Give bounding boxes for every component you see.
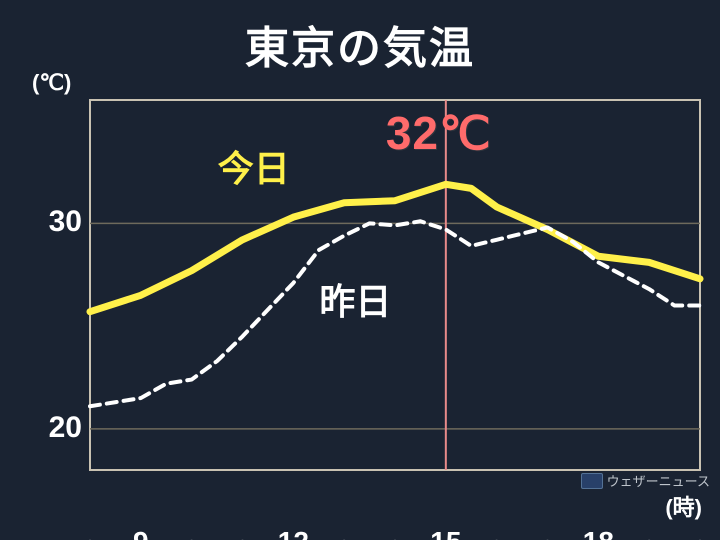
x-minor-tick: ・ bbox=[486, 526, 508, 540]
x-minor-tick: ・ bbox=[333, 526, 355, 540]
series-label-yesterday: 昨日 bbox=[319, 273, 391, 325]
chart-container: 東京の気温 (℃) 32℃ 今日 昨日 2030 ・9・・12・・15・・18・… bbox=[0, 0, 720, 540]
brand-watermark: ウェザーニュース bbox=[581, 471, 710, 490]
x-minor-tick: ・ bbox=[181, 526, 203, 540]
brand-text: ウェザーニュース bbox=[607, 471, 710, 490]
y-tick: 20 bbox=[32, 411, 82, 445]
x-minor-tick: ・ bbox=[79, 526, 101, 540]
x-tick: 9 bbox=[133, 526, 149, 540]
x-tick: 18 bbox=[583, 526, 614, 540]
chart-svg bbox=[0, 0, 720, 540]
x-minor-tick: ・ bbox=[384, 526, 406, 540]
x-axis-unit: (時) bbox=[665, 490, 702, 522]
x-tick: 12 bbox=[278, 526, 309, 540]
y-tick: 30 bbox=[32, 205, 82, 239]
brand-logo-icon bbox=[581, 473, 603, 489]
series-label-today: 今日 bbox=[218, 140, 290, 192]
x-tick: 15 bbox=[430, 526, 461, 540]
temperature-callout: 32℃ bbox=[386, 106, 492, 160]
x-minor-tick: ・ bbox=[689, 526, 711, 540]
x-minor-tick: ・ bbox=[638, 526, 660, 540]
x-minor-tick: ・ bbox=[536, 526, 558, 540]
x-minor-tick: ・ bbox=[231, 526, 253, 540]
